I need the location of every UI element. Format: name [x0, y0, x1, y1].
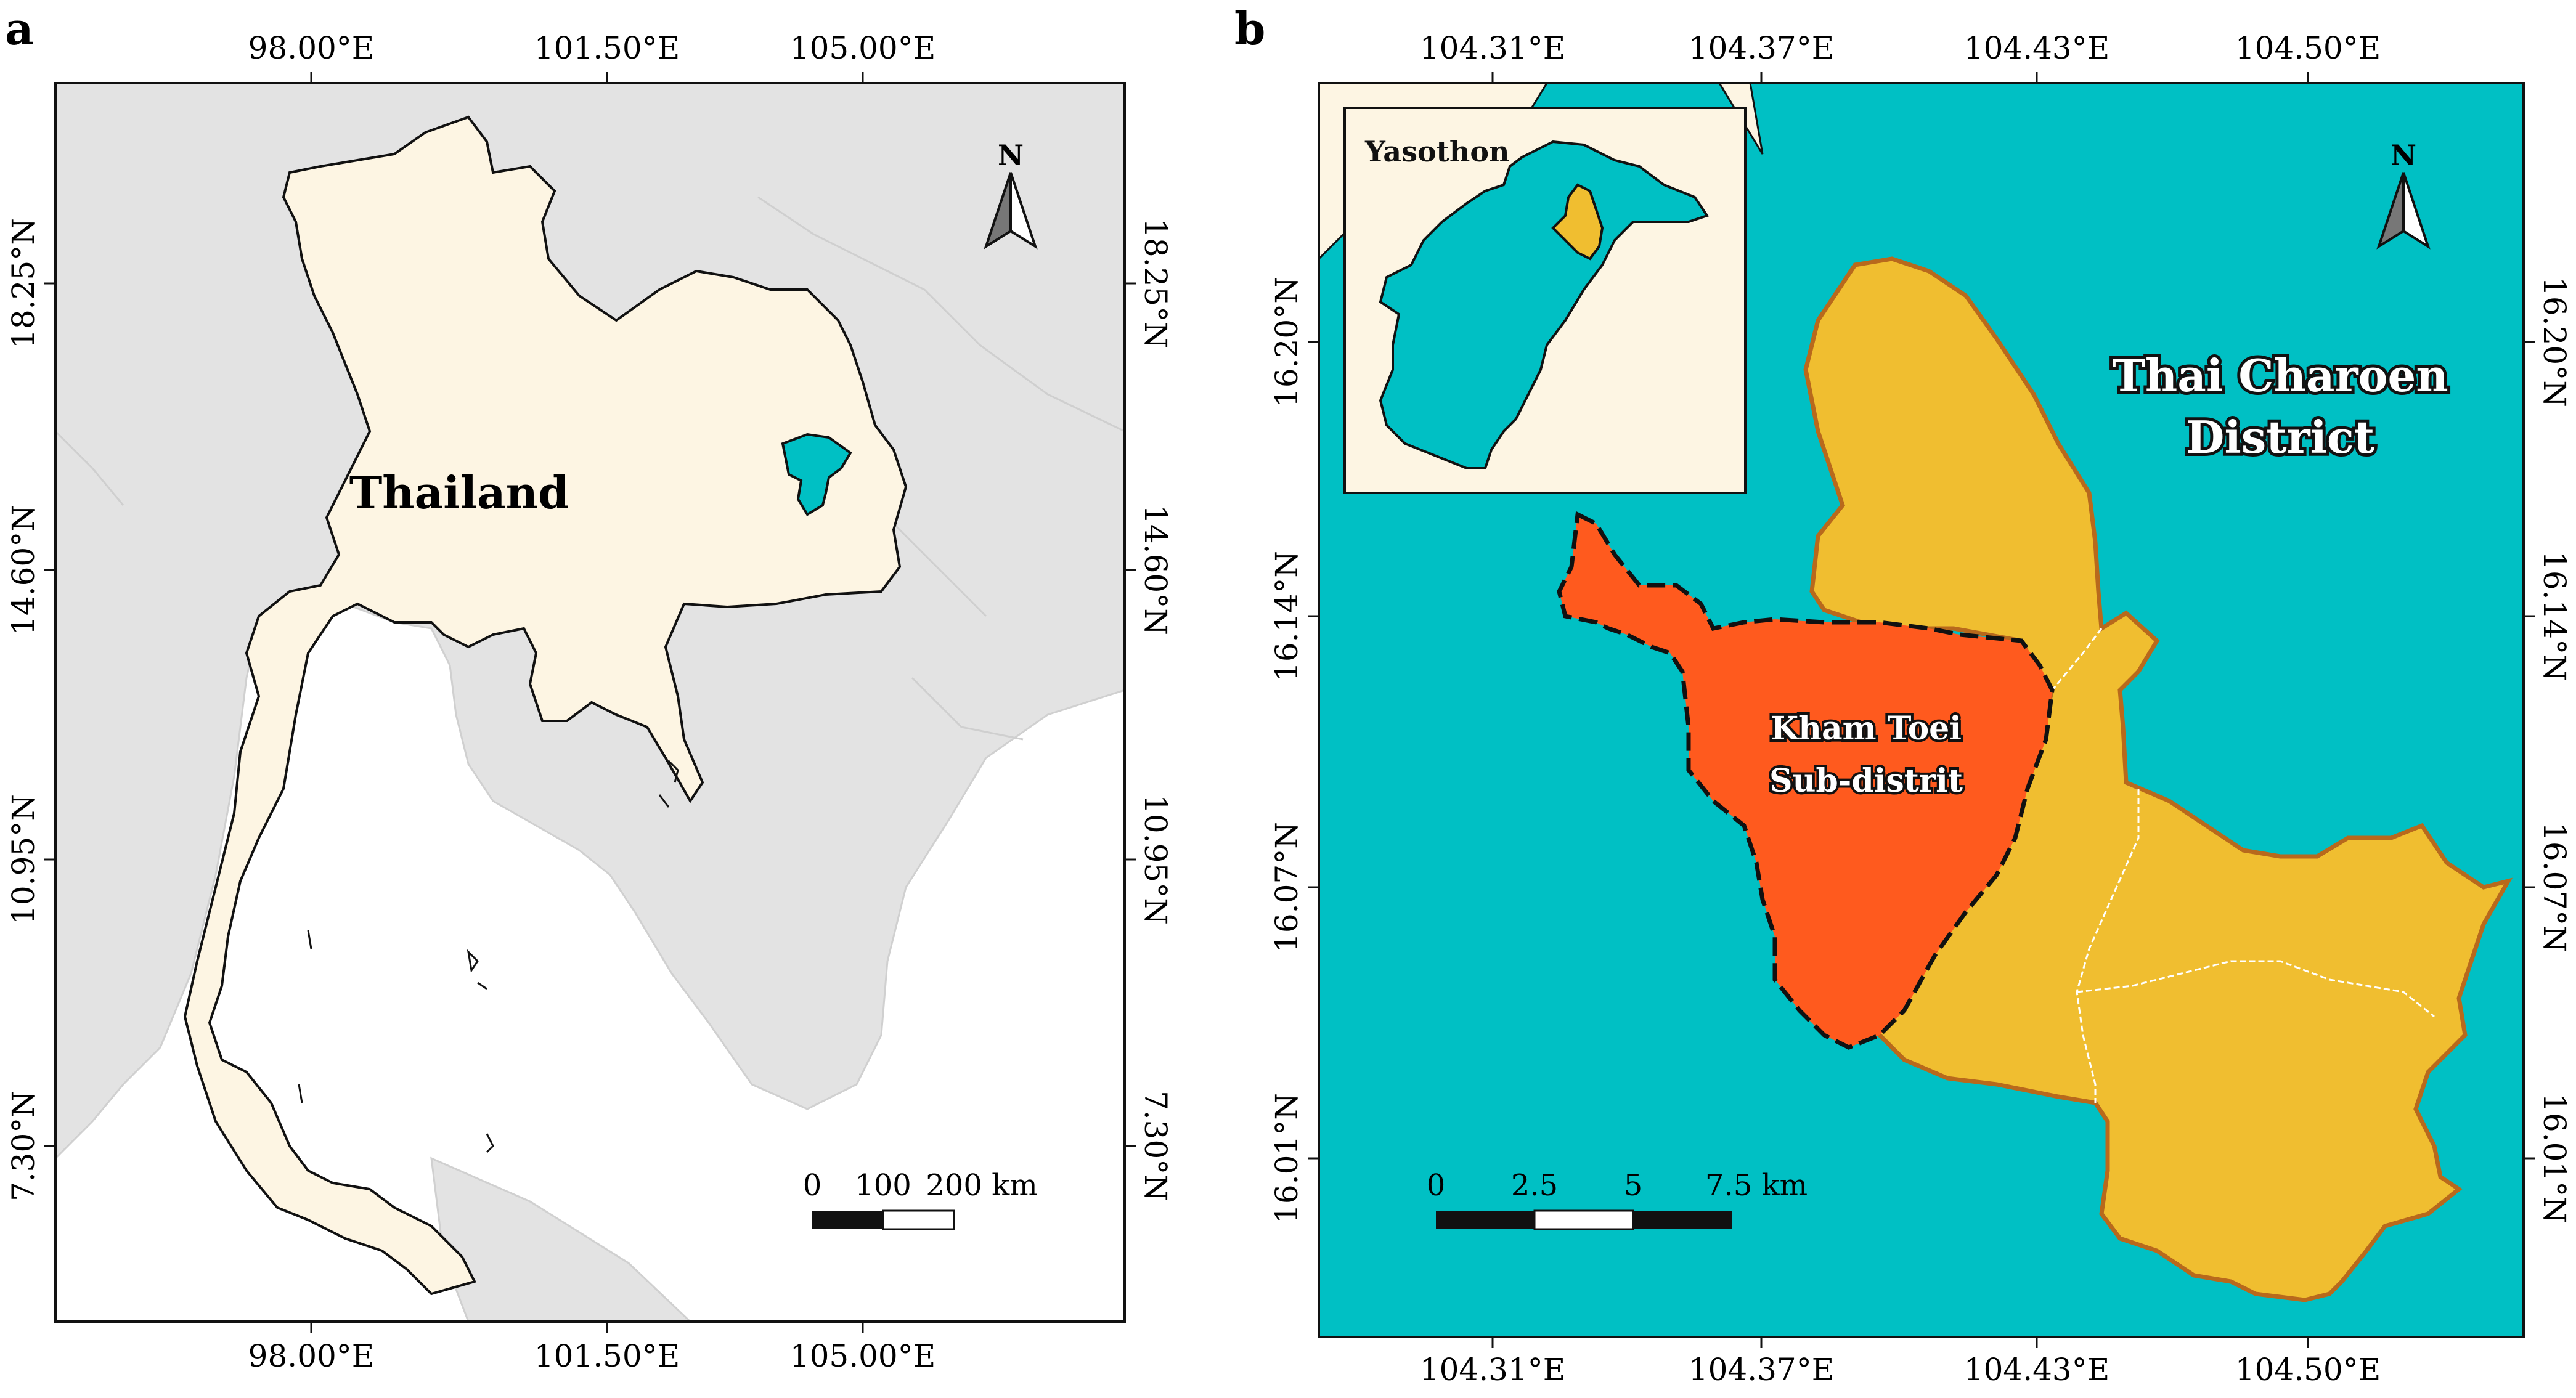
lat-left-b-3: 16.01°N — [1269, 1093, 1305, 1224]
inset-yasothon — [1379, 140, 1710, 469]
inset-thai-charoen — [1551, 183, 1604, 261]
subdistrict-label-line1: Kham Toei — [1771, 710, 1962, 747]
lon-bottom-a-0: 98.00°E — [248, 1338, 375, 1374]
scale-bar-b: 0 2.5 5 7.5 km — [1427, 1168, 1808, 1230]
lat-right-b-1: 16.14°N — [2537, 551, 2572, 681]
scale-bar-a: 0 100 200 km — [803, 1168, 1038, 1230]
lat-right-a-3: 7.30°N — [1138, 1091, 1173, 1201]
north-label-b: N — [2391, 139, 2416, 172]
north-arrow-b: N — [2376, 139, 2431, 250]
map-frame-a — [54, 82, 1126, 1323]
district-label: Thai Charoen District — [2109, 346, 2451, 466]
islands — [298, 760, 679, 1153]
district-label-line1: Thai Charoen — [2112, 349, 2448, 402]
axis-ticks-b — [1308, 72, 2535, 1348]
panel-a-label: a — [5, 2, 34, 55]
lon-bottom-b-1: 104.37°E — [1689, 1352, 1834, 1388]
lat-left-a-3: 7.30°N — [6, 1091, 41, 1201]
scale-a-0: 0 — [803, 1168, 822, 1203]
district-label-line2: District — [2186, 411, 2374, 463]
lat-right-b-0: 16.20°N — [2537, 277, 2572, 407]
lon-labels-a: 98.00°E 101.50°E 105.00°E 98.00°E 101.50… — [248, 30, 936, 1374]
scale-b-75: 7.5 km — [1705, 1168, 1808, 1203]
lat-right-a-0: 18.25°N — [1138, 218, 1173, 349]
lon-bottom-b-2: 104.43°E — [1964, 1352, 2109, 1388]
lat-labels-b-left: 16.20°N 16.14°N 16.07°N 16.01°N — [1269, 277, 1305, 1224]
lat-left-a-0: 18.25°N — [6, 218, 41, 349]
scale-a-100: 100 — [855, 1168, 911, 1203]
scale-b-5: 5 — [1624, 1168, 1643, 1203]
lat-left-b-1: 16.14°N — [1269, 551, 1305, 681]
thailand-shape — [183, 115, 908, 1296]
lat-right-a-1: 14.60°N — [1138, 505, 1173, 635]
kham-toei-subdistrict — [1557, 511, 2055, 1050]
lon-labels-b: 104.31°E 104.37°E 104.43°E 104.50°E 104.… — [1420, 30, 2381, 1388]
lon-bottom-a-1: 101.50°E — [534, 1338, 680, 1374]
subdistrict-label-line2: Sub-distrit — [1769, 762, 1963, 800]
lat-right-a-2: 10.95°N — [1138, 794, 1173, 925]
subdistrict-label: Kham Toei Sub-distrit — [1767, 707, 1965, 802]
north-label-a: N — [998, 139, 1024, 172]
inset-label: Yasothon — [1364, 135, 1509, 168]
scale-b-0: 0 — [1427, 1168, 1446, 1203]
scale-a-200: 200 km — [926, 1168, 1037, 1203]
axis-ticks-a — [44, 72, 1136, 1333]
lon-top-b-3: 104.50°E — [2235, 30, 2381, 66]
lon-top-a-0: 98.00°E — [248, 30, 375, 66]
panel-a: a Thailand — [5, 2, 1173, 1374]
map-frame-b — [1318, 82, 2525, 1338]
lat-left-a-1: 14.60°N — [6, 505, 41, 635]
yasothon-province — [781, 433, 852, 516]
lon-bottom-b-0: 104.31°E — [1420, 1352, 1565, 1388]
country-label: Thailand — [349, 466, 569, 519]
lon-bottom-a-2: 105.00°E — [790, 1338, 935, 1374]
lon-top-b-1: 104.37°E — [1689, 30, 1834, 66]
lon-top-a-2: 105.00°E — [790, 30, 935, 66]
lat-left-b-2: 16.07°N — [1269, 822, 1305, 953]
lon-top-a-1: 101.50°E — [534, 30, 680, 66]
lat-labels-b-right: 16.20°N 16.14°N 16.07°N 16.01°N — [2537, 277, 2572, 1224]
inset-map: Yasothon — [1343, 107, 1747, 494]
lat-left-a-2: 10.95°N — [6, 794, 41, 925]
panel-b: b Yasothon Thai Charoen District K — [1234, 2, 2572, 1388]
north-arrow-a: N — [984, 139, 1038, 250]
lat-right-b-2: 16.07°N — [2537, 822, 2572, 953]
lon-top-b-0: 104.31°E — [1420, 30, 1565, 66]
subdistrict-boundaries — [2051, 628, 2435, 1103]
panel-b-label: b — [1234, 2, 1265, 55]
lat-labels-a-right: 18.25°N 14.60°N 10.95°N 7.30°N — [1138, 218, 1173, 1201]
lat-left-b-0: 16.20°N — [1269, 277, 1305, 407]
lat-labels-a-left: 18.25°N 14.60°N 10.95°N 7.30°N — [6, 218, 41, 1201]
lat-right-b-3: 16.01°N — [2537, 1093, 2572, 1224]
scale-b-25: 2.5 — [1511, 1168, 1558, 1203]
lon-top-b-2: 104.43°E — [1964, 30, 2109, 66]
lon-bottom-b-3: 104.50°E — [2235, 1352, 2381, 1388]
